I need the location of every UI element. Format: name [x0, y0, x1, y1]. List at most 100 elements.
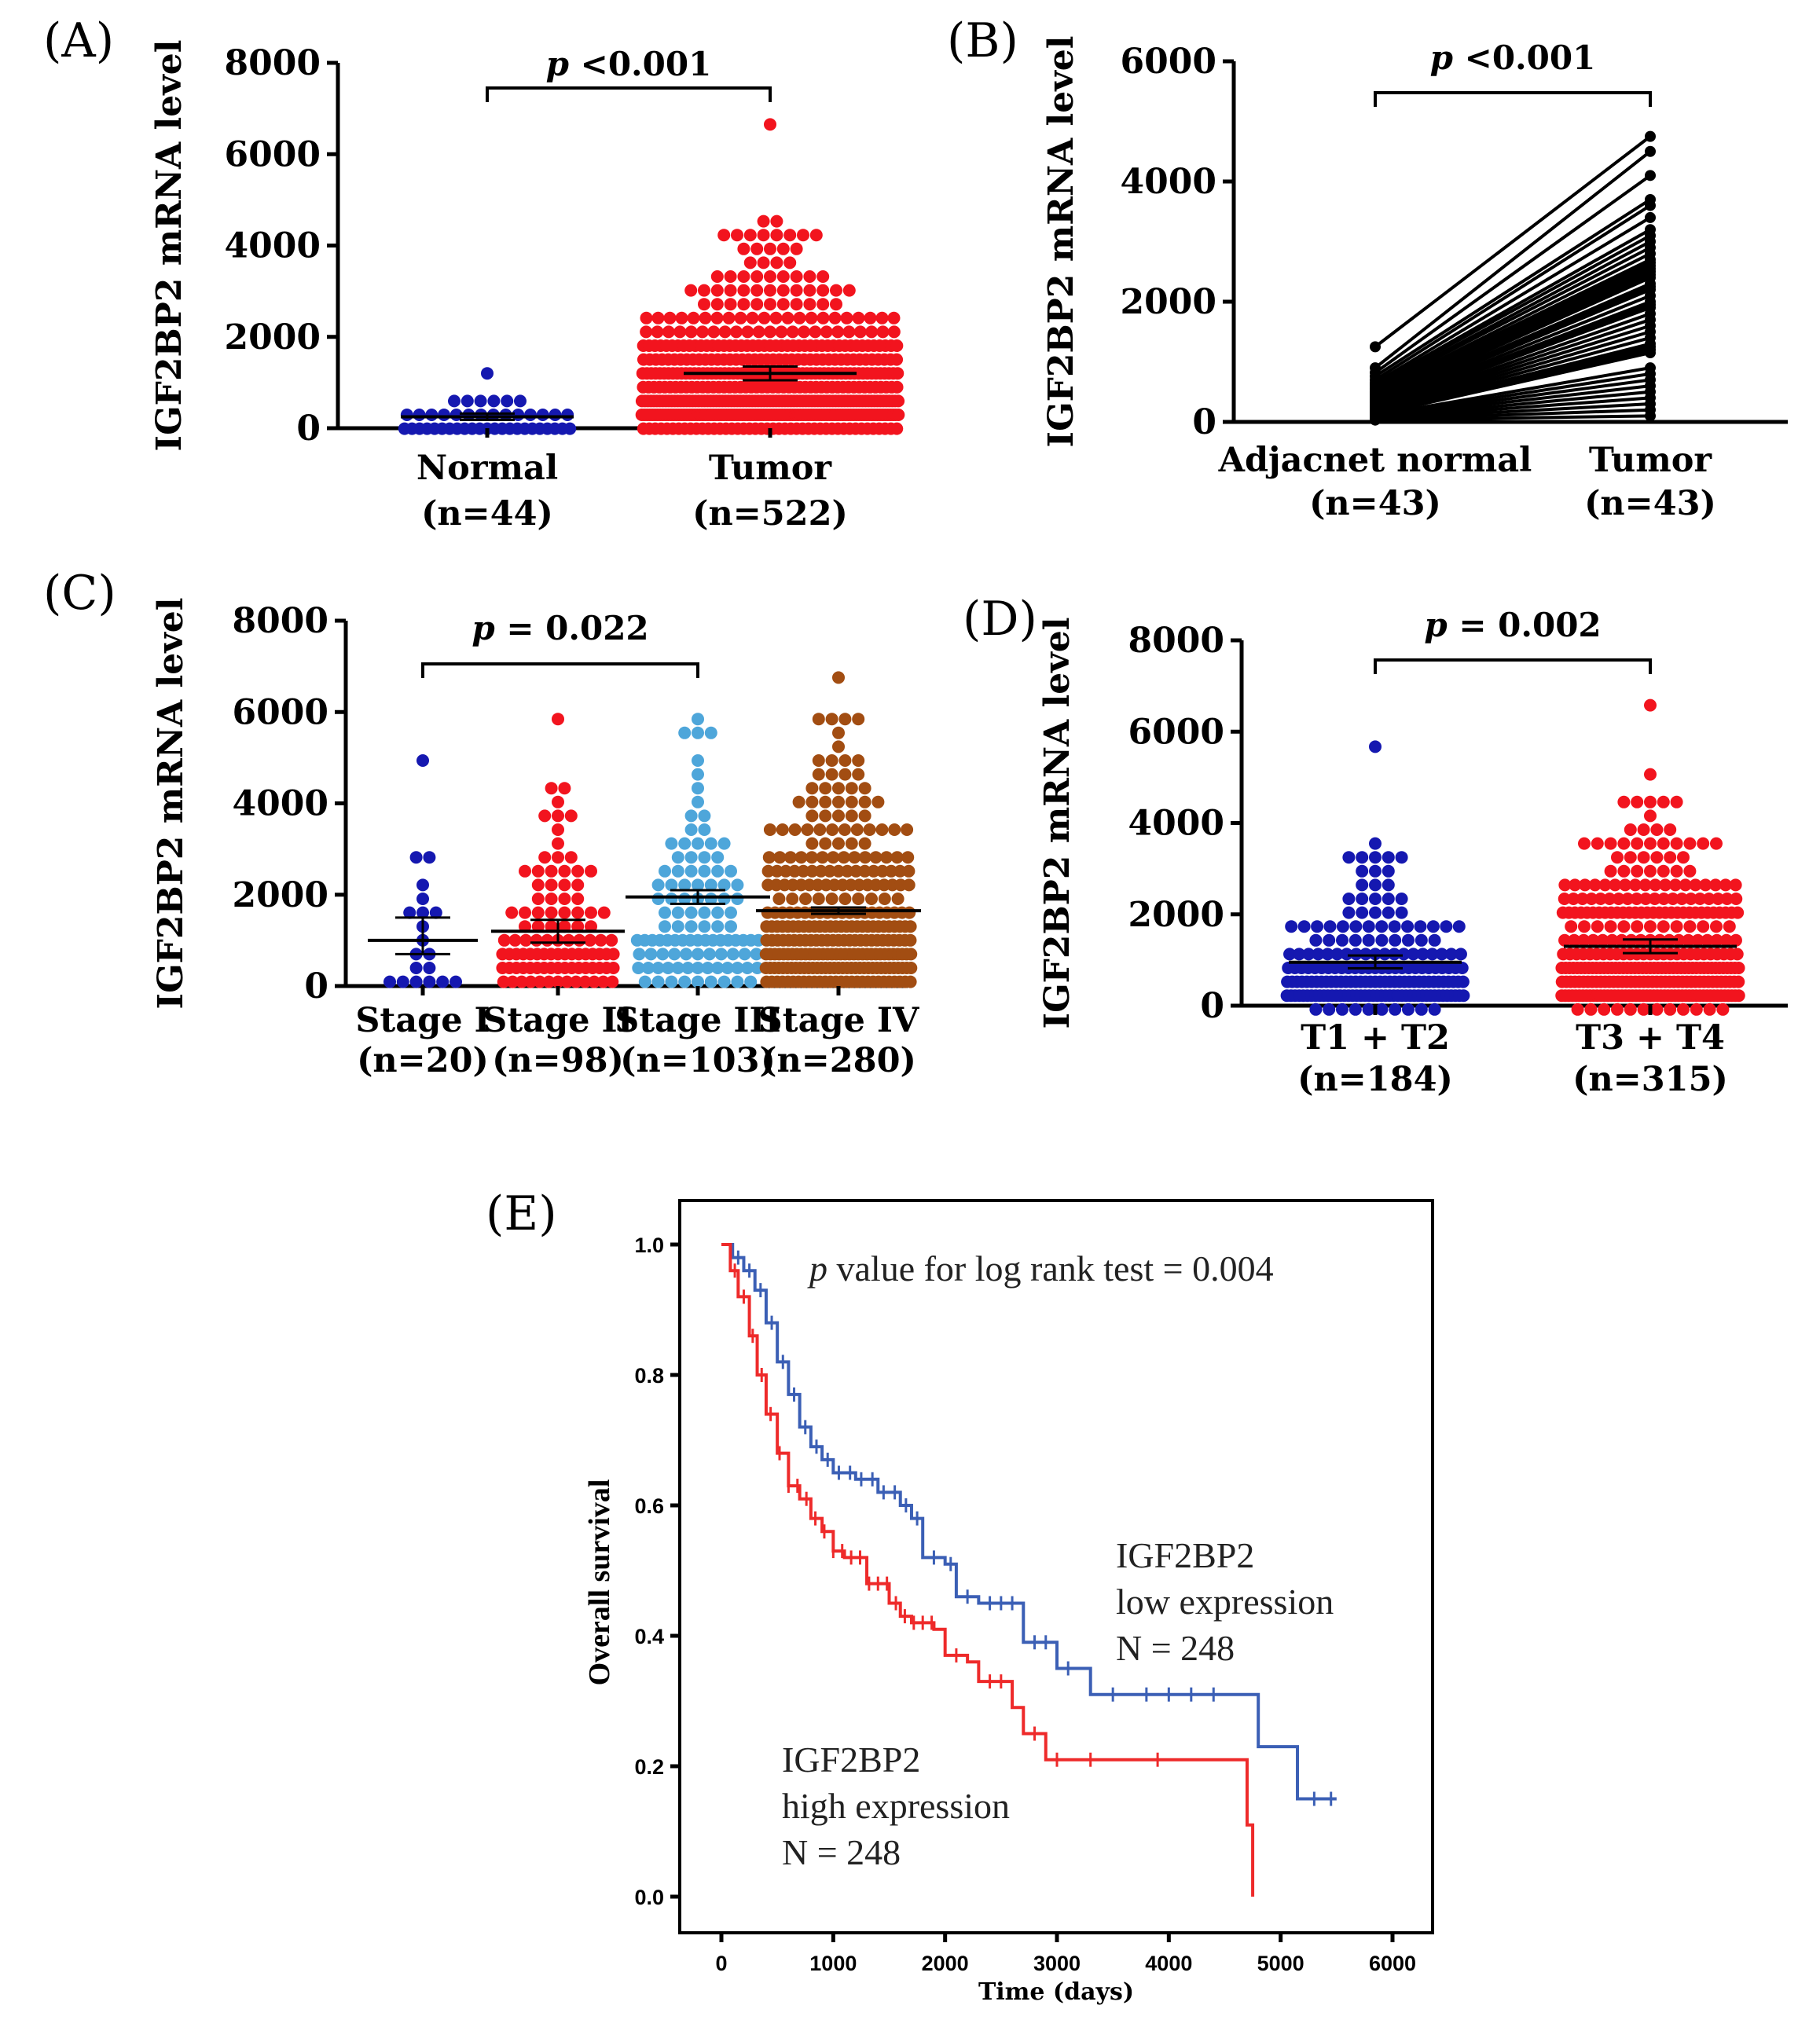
log-rank-annotation: p value for log rank test = 0.004 — [807, 1248, 1274, 1289]
y-tick-label: 6000 — [233, 692, 328, 732]
data-point — [890, 851, 904, 864]
data-point — [743, 229, 757, 242]
data-point — [703, 948, 716, 961]
y-tick-label: 4000 — [225, 226, 321, 266]
category-n-label: (n=315) — [1572, 1060, 1728, 1099]
data-point — [1348, 933, 1362, 947]
data-point — [776, 823, 789, 836]
data-point — [1336, 933, 1348, 947]
data-point — [545, 906, 558, 919]
data-point — [790, 270, 803, 283]
data-point — [904, 920, 917, 933]
data-point — [1720, 893, 1734, 905]
data-point — [711, 864, 725, 878]
data-point — [850, 823, 864, 836]
data-point — [573, 933, 586, 947]
data-point — [1631, 837, 1644, 850]
data-point — [1624, 1003, 1637, 1016]
data-point — [737, 284, 750, 297]
data-point — [1604, 864, 1617, 878]
data-point — [588, 975, 601, 988]
data-point — [662, 325, 675, 339]
data-point — [1631, 795, 1644, 808]
data-point — [1683, 864, 1697, 878]
panel-label: (C) — [43, 566, 116, 621]
data-point — [692, 754, 704, 767]
pair-line — [1374, 216, 1652, 384]
data-point — [726, 948, 739, 961]
data-point — [552, 851, 564, 864]
data-point — [506, 975, 519, 988]
data-point — [1591, 837, 1604, 850]
data-point — [891, 367, 904, 380]
category-label: Tumor — [1589, 441, 1712, 480]
data-point — [651, 311, 665, 324]
data-point — [1356, 851, 1369, 864]
data-point — [1285, 920, 1298, 933]
data-point — [497, 933, 511, 947]
data-point — [1401, 920, 1415, 933]
survival-curve — [721, 1243, 1337, 1801]
y-tick-label: 0 — [1192, 402, 1216, 442]
scatter-series — [398, 367, 577, 435]
data-point — [429, 906, 442, 919]
data-point — [1657, 864, 1670, 878]
data-point — [1693, 893, 1707, 905]
data-point — [1699, 878, 1712, 892]
data-point — [501, 394, 514, 408]
series-label: high expression — [782, 1786, 1010, 1826]
pair-line — [1374, 174, 1652, 374]
data-point — [1370, 414, 1381, 426]
data-point — [515, 975, 528, 988]
data-point — [764, 284, 776, 297]
data-point — [651, 325, 664, 339]
data-point — [764, 242, 776, 255]
data-point — [717, 975, 731, 988]
data-point — [448, 394, 461, 408]
data-point — [632, 962, 645, 974]
data-point — [1624, 823, 1637, 836]
data-point — [1567, 893, 1580, 905]
data-point — [1302, 948, 1315, 961]
data-point — [524, 409, 537, 421]
p-value-text: = 0.022 — [495, 609, 649, 647]
data-point — [409, 975, 423, 988]
data-point — [607, 962, 620, 974]
data-point — [1649, 878, 1662, 892]
panel-e: (E) 0.0 0.2 0.4 0.6 0.8 1.0 0 1000 2000 3000 4000 50… — [486, 1186, 1434, 2006]
data-point — [858, 795, 871, 808]
data-point — [858, 864, 871, 878]
data-point — [1702, 893, 1715, 905]
data-point — [853, 325, 867, 339]
data-point — [812, 754, 825, 767]
data-point — [416, 878, 429, 892]
data-point — [1650, 823, 1664, 836]
data-point — [710, 270, 724, 283]
data-point — [1362, 920, 1375, 933]
panel-label: (B) — [947, 13, 1018, 68]
data-point — [671, 864, 684, 878]
data-point — [803, 298, 816, 311]
data-point — [890, 422, 904, 435]
panel-label: (E) — [486, 1186, 557, 1241]
data-point — [678, 975, 692, 988]
data-point — [474, 394, 487, 408]
y-axis-label: IGF2BP2 mRNA level — [1037, 617, 1077, 1028]
data-point — [1426, 920, 1440, 933]
data-point — [865, 325, 879, 339]
data-point — [1587, 933, 1600, 947]
category-n-label: (n=522) — [692, 494, 848, 533]
pair-line — [1374, 228, 1651, 387]
data-point — [734, 311, 747, 324]
pair-line — [1374, 240, 1651, 390]
data-point — [888, 823, 901, 836]
data-point — [1617, 864, 1631, 878]
p-value-text: <0.001 — [569, 45, 711, 83]
data-point — [805, 851, 819, 864]
data-point — [1672, 933, 1686, 947]
data-point — [692, 962, 704, 974]
data-point — [769, 311, 783, 324]
data-point — [687, 311, 700, 324]
data-point — [524, 975, 538, 988]
scatter-series — [1555, 698, 1745, 1016]
